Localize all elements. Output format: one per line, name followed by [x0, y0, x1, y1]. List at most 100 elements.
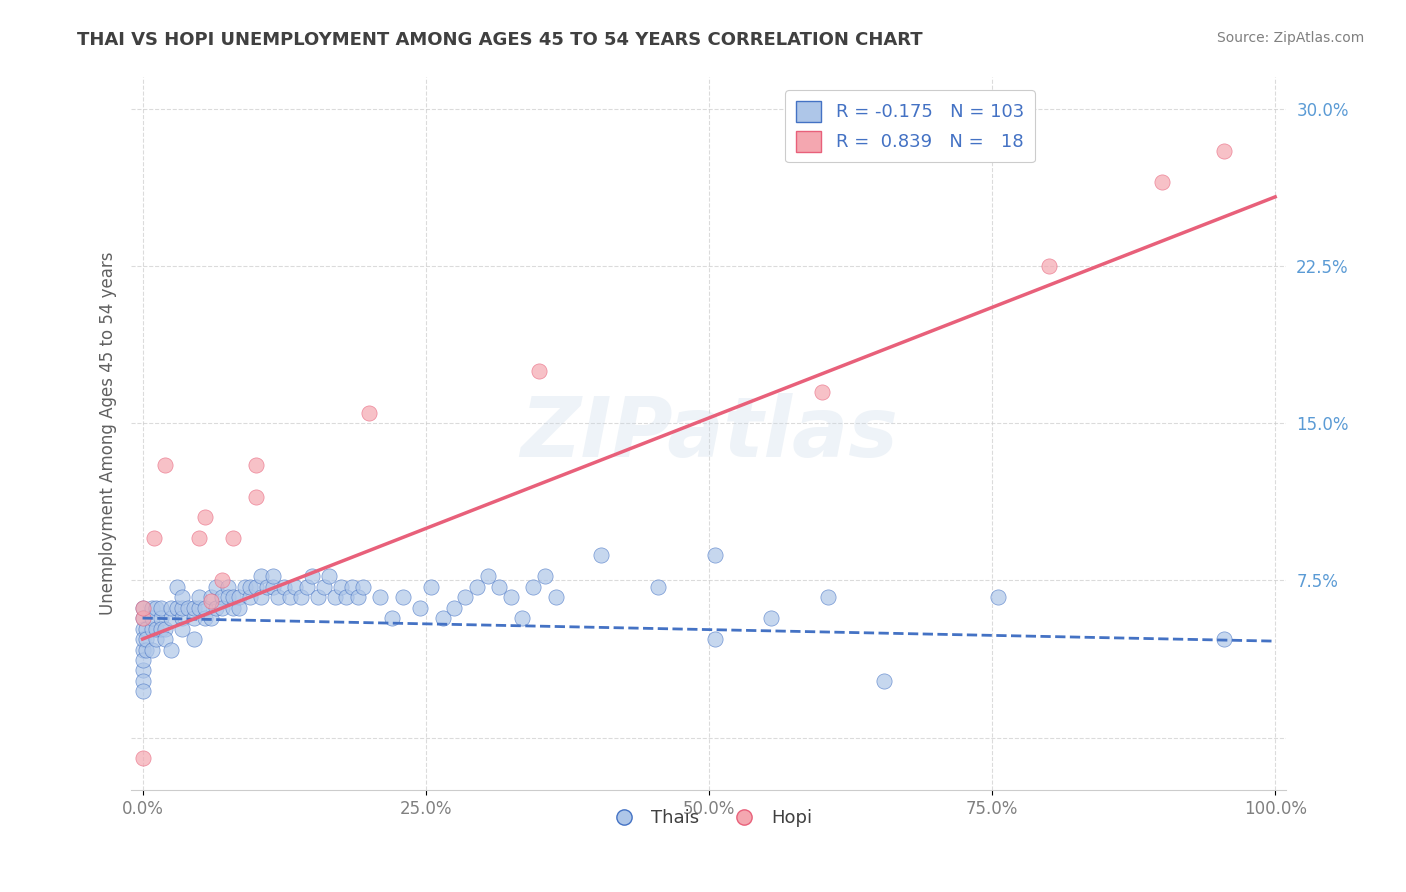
- Point: [987, 590, 1010, 604]
- Point: [200, 594, 222, 608]
- Point: [194, 600, 217, 615]
- Text: THAI VS HOPI UNEMPLOYMENT AMONG AGES 45 TO 54 YEARS CORRELATION CHART: THAI VS HOPI UNEMPLOYMENT AMONG AGES 45 …: [77, 31, 922, 49]
- Point: [141, 600, 163, 615]
- Point: [211, 590, 233, 604]
- Point: [145, 632, 167, 646]
- Point: [1213, 144, 1236, 158]
- Point: [245, 458, 267, 472]
- Point: [250, 590, 273, 604]
- Point: [177, 600, 200, 615]
- Point: [245, 490, 267, 504]
- Point: [141, 622, 163, 636]
- Point: [873, 673, 896, 688]
- Point: [703, 548, 725, 562]
- Point: [290, 590, 312, 604]
- Point: [131, 642, 153, 657]
- Point: [228, 590, 250, 604]
- Point: [131, 600, 153, 615]
- Point: [131, 673, 153, 688]
- Point: [131, 632, 153, 646]
- Point: [527, 364, 550, 378]
- Point: [409, 600, 432, 615]
- Point: [477, 569, 499, 583]
- Point: [454, 590, 477, 604]
- Legend: Thais, Hopi: Thais, Hopi: [599, 802, 820, 834]
- Point: [211, 574, 233, 588]
- Point: [370, 590, 392, 604]
- Point: [183, 632, 205, 646]
- Point: [381, 611, 404, 625]
- Point: [135, 622, 157, 636]
- Point: [544, 590, 567, 604]
- Point: [217, 580, 239, 594]
- Point: [131, 664, 153, 678]
- Point: [222, 532, 245, 546]
- Point: [172, 622, 194, 636]
- Point: [217, 590, 239, 604]
- Point: [811, 384, 834, 399]
- Point: [233, 580, 256, 594]
- Point: [256, 580, 278, 594]
- Point: [432, 611, 454, 625]
- Point: [1150, 175, 1173, 189]
- Point: [465, 580, 488, 594]
- Point: [166, 580, 188, 594]
- Point: [262, 569, 284, 583]
- Point: [194, 510, 217, 524]
- Point: [131, 653, 153, 667]
- Point: [323, 590, 346, 604]
- Point: [205, 600, 228, 615]
- Point: [647, 580, 669, 594]
- Point: [172, 600, 194, 615]
- Point: [250, 569, 273, 583]
- Point: [145, 600, 167, 615]
- Point: [160, 642, 183, 657]
- Point: [307, 590, 329, 604]
- Point: [817, 590, 839, 604]
- Point: [205, 580, 228, 594]
- Point: [420, 580, 443, 594]
- Point: [155, 458, 177, 472]
- Point: [301, 569, 323, 583]
- Point: [591, 548, 613, 562]
- Point: [142, 532, 165, 546]
- Point: [340, 580, 363, 594]
- Point: [239, 580, 262, 594]
- Point: [149, 622, 172, 636]
- Point: [135, 642, 157, 657]
- Point: [278, 590, 301, 604]
- Point: [510, 611, 533, 625]
- Point: [200, 590, 222, 604]
- Point: [239, 590, 262, 604]
- Point: [245, 580, 267, 594]
- Point: [759, 611, 782, 625]
- Point: [703, 632, 725, 646]
- Y-axis label: Unemployment Among Ages 45 to 54 years: Unemployment Among Ages 45 to 54 years: [100, 252, 117, 615]
- Point: [222, 600, 245, 615]
- Point: [295, 580, 318, 594]
- Point: [1213, 632, 1236, 646]
- Point: [131, 751, 153, 765]
- Point: [141, 642, 163, 657]
- Point: [131, 622, 153, 636]
- Point: [392, 590, 415, 604]
- Point: [267, 590, 290, 604]
- Point: [155, 632, 177, 646]
- Point: [359, 406, 381, 420]
- Point: [131, 600, 153, 615]
- Point: [488, 580, 510, 594]
- Point: [262, 580, 284, 594]
- Point: [499, 590, 522, 604]
- Point: [172, 611, 194, 625]
- Point: [183, 611, 205, 625]
- Point: [284, 580, 307, 594]
- Point: [443, 600, 465, 615]
- Point: [145, 622, 167, 636]
- Point: [273, 580, 295, 594]
- Point: [135, 632, 157, 646]
- Point: [131, 684, 153, 698]
- Point: [160, 600, 183, 615]
- Point: [352, 580, 374, 594]
- Point: [533, 569, 555, 583]
- Point: [183, 600, 205, 615]
